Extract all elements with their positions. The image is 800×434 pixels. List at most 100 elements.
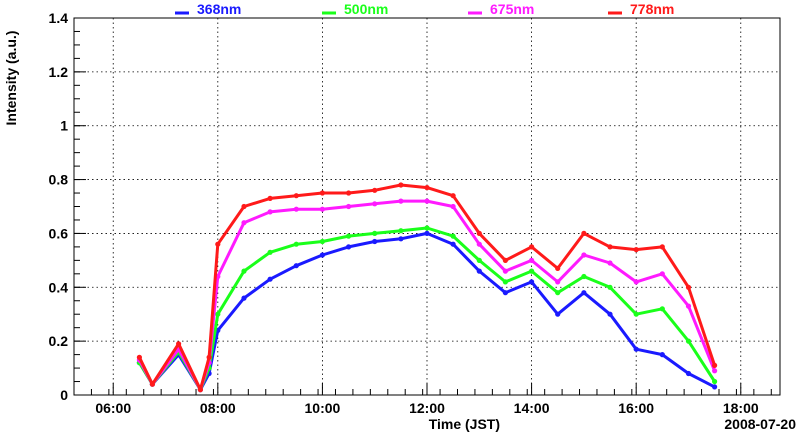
legend-item-778nm: 778nm xyxy=(608,1,674,17)
data-point xyxy=(607,311,613,317)
y-tick-label: 0.8 xyxy=(49,172,69,188)
y-tick-label: 0 xyxy=(60,387,68,403)
data-point xyxy=(424,230,430,236)
data-point xyxy=(476,230,482,236)
y-tick-label: 1 xyxy=(60,118,68,134)
data-point xyxy=(685,284,692,290)
legend-item-675nm: 675nm xyxy=(468,1,534,17)
data-point xyxy=(267,195,273,201)
x-tick-label: 14:00 xyxy=(514,400,550,416)
data-point xyxy=(607,260,613,266)
data-point xyxy=(293,206,299,212)
y-tick-label: 1.2 xyxy=(49,64,69,80)
data-point xyxy=(372,238,378,245)
legend-item-368nm: 368nm xyxy=(175,1,241,17)
data-point xyxy=(293,193,299,199)
data-point xyxy=(712,384,718,390)
axes: 0 0.2 0.4 0.6 0.8 1 1.2 1.4 06:00 08:00 10:00 12:00… xyxy=(49,10,772,416)
data-point xyxy=(659,352,665,358)
data-point xyxy=(398,236,404,242)
data-point xyxy=(293,263,299,269)
date-label: 2008-07-20 xyxy=(724,416,796,432)
x-axis-title: Time (JST) xyxy=(429,416,500,432)
data-point xyxy=(319,252,325,258)
data-point xyxy=(293,241,299,247)
y-tick-label: 0.6 xyxy=(49,225,69,241)
series-layer xyxy=(136,182,718,393)
legend: 368nm 500nm 675nm 778nm xyxy=(175,1,674,17)
data-point xyxy=(241,295,247,301)
y-tick-label: 1.4 xyxy=(49,10,69,26)
x-tick-label: 06:00 xyxy=(95,400,131,416)
data-point xyxy=(267,209,273,215)
data-point xyxy=(607,244,613,250)
data-point xyxy=(398,182,404,188)
data-point xyxy=(555,279,561,285)
data-point xyxy=(197,387,203,393)
data-point xyxy=(176,341,182,347)
data-point xyxy=(555,290,561,296)
data-point xyxy=(450,193,456,199)
data-point xyxy=(424,225,430,231)
data-point xyxy=(372,230,378,236)
data-point xyxy=(267,249,273,255)
data-point xyxy=(712,378,718,385)
data-point xyxy=(581,230,587,236)
data-point xyxy=(398,228,404,234)
series-500nm xyxy=(136,225,718,393)
data-point xyxy=(633,247,639,253)
data-point xyxy=(581,252,587,258)
data-point xyxy=(136,354,142,360)
legend-label: 500nm xyxy=(344,1,388,17)
data-point xyxy=(502,257,508,263)
data-point xyxy=(319,190,325,196)
legend-label: 675nm xyxy=(490,1,534,17)
data-point xyxy=(555,311,561,317)
x-tick-label: 16:00 xyxy=(618,400,654,416)
data-point xyxy=(607,284,613,290)
data-point xyxy=(633,346,639,352)
plot-background xyxy=(74,18,780,395)
data-point xyxy=(450,203,456,210)
data-point xyxy=(319,206,325,212)
data-point xyxy=(529,257,535,263)
data-point xyxy=(685,338,692,344)
legend-label: 778nm xyxy=(630,1,674,17)
x-tick-label: 08:00 xyxy=(200,400,236,416)
data-point xyxy=(476,268,482,274)
data-point xyxy=(685,303,692,309)
data-point xyxy=(712,362,718,368)
x-tick-label: 18:00 xyxy=(723,400,759,416)
data-point xyxy=(450,241,456,247)
data-point xyxy=(215,311,221,317)
data-point xyxy=(450,233,456,239)
data-point xyxy=(241,220,247,226)
data-point xyxy=(424,198,430,204)
data-point xyxy=(372,187,378,193)
data-point xyxy=(476,257,482,263)
data-point xyxy=(581,290,587,296)
data-point xyxy=(685,370,692,377)
data-point xyxy=(502,268,508,274)
data-point xyxy=(241,203,247,210)
data-point xyxy=(633,279,639,285)
series-778nm xyxy=(136,182,718,393)
data-point xyxy=(581,273,587,280)
data-point xyxy=(398,198,404,204)
data-point xyxy=(267,276,273,282)
legend-item-500nm: 500nm xyxy=(322,1,388,17)
data-point xyxy=(215,241,221,247)
data-point xyxy=(424,185,430,191)
data-point xyxy=(529,279,535,285)
data-point xyxy=(372,201,378,207)
y-tick-label: 0.4 xyxy=(49,279,69,295)
data-point xyxy=(476,241,482,247)
data-point xyxy=(319,238,325,245)
data-point xyxy=(712,368,718,374)
data-point xyxy=(149,381,155,387)
x-tick-label: 12:00 xyxy=(409,400,445,416)
data-point xyxy=(346,203,352,210)
y-tick-label: 0.2 xyxy=(49,333,69,349)
data-point xyxy=(659,244,665,250)
data-point xyxy=(633,311,639,317)
